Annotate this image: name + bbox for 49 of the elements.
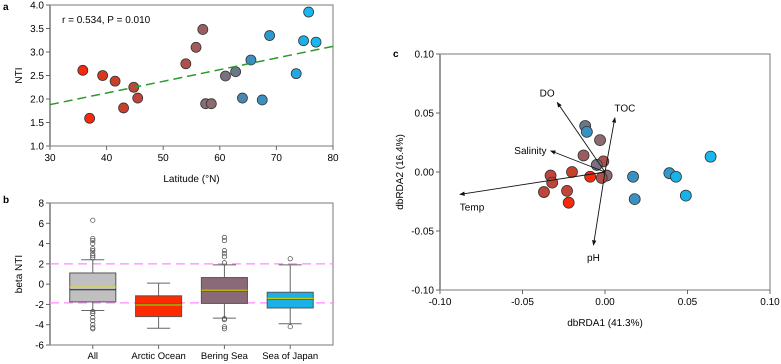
series-label: Temp	[460, 202, 485, 214]
y-tick-label: 1.0	[30, 142, 44, 152]
y-tick-label: 2.5	[30, 71, 44, 82]
y-tick-label: -6	[35, 340, 44, 352]
x-tick-label: 0.05	[678, 297, 698, 308]
x-tick-label: 70	[270, 153, 282, 164]
annotation: r = 0.534, P = 0.010	[62, 15, 151, 26]
y-tick-label: 8	[38, 198, 44, 210]
x-tick-label: -0.05	[511, 297, 534, 308]
text: b	[3, 195, 10, 206]
x-tick-label: 0.10	[760, 297, 780, 308]
series-label: pH	[587, 253, 600, 264]
y-tick-label: 3.0	[30, 48, 44, 58]
y-tick-label: 0.10	[414, 50, 434, 60]
y-tick-label: 6	[38, 218, 44, 230]
y-tick-label: -0.05	[411, 226, 434, 238]
x-tick-label: Bering Sea	[200, 351, 249, 362]
y-tick-label: 2.0	[30, 94, 44, 106]
y-tick-label: 0.00	[414, 168, 434, 178]
series-label: DO	[540, 88, 555, 100]
y-tick-label: 4	[38, 239, 44, 250]
x-tick-label: -0.10	[428, 297, 452, 308]
x-tick-label: 80	[327, 153, 339, 164]
y-axis-title: dbRDA2 (16.4%)	[395, 134, 406, 210]
x-tick-label: 60	[214, 153, 226, 164]
x-tick-label: 40	[101, 153, 113, 164]
text: c	[393, 49, 399, 60]
x-tick-label: 50	[158, 153, 170, 164]
y-tick-label: 3.5	[30, 24, 44, 35]
y-tick-label: 2	[38, 259, 44, 270]
y-tick-label: 0.05	[414, 108, 434, 120]
series-label: TOC	[614, 104, 636, 115]
y-axis-title: NTI	[14, 67, 25, 84]
y-axis-title: beta NTI	[14, 254, 25, 294]
y-tick-label: 4.0	[30, 0, 44, 12]
y-tick-label: -2	[35, 300, 44, 311]
x-axis-title: dbRDA1 (41.3%)	[567, 318, 643, 329]
x-tick-label: Arctic Ocean	[131, 351, 186, 362]
series-label: Salinity	[514, 146, 547, 157]
x-tick-label: Sea of Japan	[262, 351, 318, 362]
x-tick-label: 0.00	[595, 297, 616, 308]
x-axis-title: Latitude (°N)	[163, 174, 220, 185]
x-tick-label: 30	[44, 153, 56, 164]
y-tick-label: 0	[38, 280, 44, 291]
x-tick-label: All	[88, 351, 98, 362]
text: a	[3, 2, 9, 13]
y-tick-label: 1.5	[30, 118, 44, 129]
y-tick-label: -4	[35, 320, 44, 332]
y-tick-label: -0.10	[411, 286, 434, 296]
